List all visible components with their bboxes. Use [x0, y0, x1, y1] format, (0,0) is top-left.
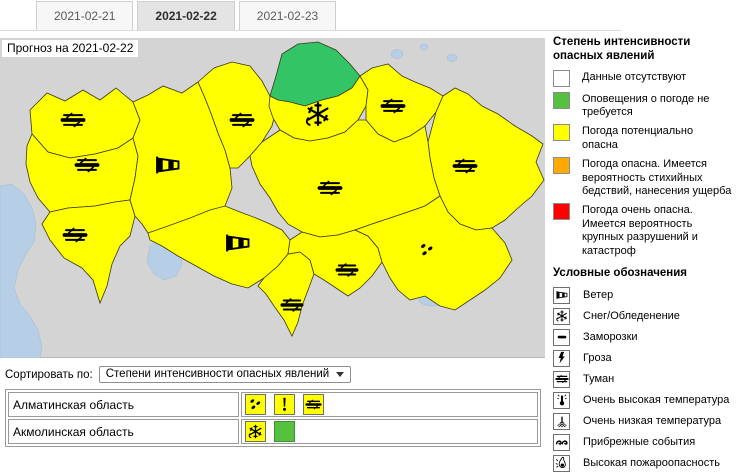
- thunderstorm-icon: [553, 349, 570, 367]
- frost-icon: [553, 328, 570, 346]
- region-name-cell: Алматинская область: [8, 392, 239, 417]
- intensity-label: Оповещения о погоде не требуется: [582, 92, 710, 118]
- table-row-akmola-region[interactable]: Акмолинская область: [8, 419, 538, 444]
- map-marker-fog: [335, 262, 359, 278]
- intensity-item-very-dangerous: Погода очень опасна. Имеется вероятность…: [553, 203, 739, 258]
- symbol-label: Туман: [583, 373, 615, 386]
- region-pavlodar[interactable]: [359, 63, 444, 143]
- symbol-label: Прибрежные события: [583, 436, 696, 449]
- warning-map: Прогноз на 2021-02-22: [0, 38, 545, 358]
- intensity-item-no-data: Данные отсутствуют: [553, 69, 739, 87]
- map-marker-fog: [380, 97, 406, 115]
- small-lake-north-2: [419, 43, 429, 51]
- symbol-item-low-temp: Очень низкая температура: [553, 412, 739, 430]
- region-almaty[interactable]: [353, 195, 513, 311]
- map-marker-fog: [62, 226, 88, 244]
- regions-warning-table: Алматинская область Акмолинская область: [5, 389, 541, 447]
- region-warnings-cell: [241, 419, 538, 444]
- intensity-legend-title: Степень интенсивности опасных явлений: [553, 36, 691, 62]
- sort-select-value: Степени интенсивности опасных явлений: [105, 368, 330, 380]
- sort-row: Сортировать по: Степени интенсивности оп…: [5, 366, 352, 383]
- map-marker-fog: [280, 297, 304, 313]
- tab-date-1[interactable]: 2021-02-21: [36, 1, 134, 30]
- caspian-sea: [0, 183, 43, 358]
- warning-exclamation-icon: [274, 394, 295, 415]
- warning-safe-box: [274, 421, 295, 442]
- legend-sidebar: Степень интенсивности опасных явлений Да…: [553, 36, 739, 476]
- symbols-legend-title: Условные обозначения: [553, 267, 688, 280]
- sort-label: Сортировать по:: [5, 368, 93, 381]
- symbol-item-high-temp: Очень высокая температура: [553, 391, 739, 409]
- swatch-dangerous: [553, 157, 570, 175]
- symbol-label: Ветер: [583, 289, 614, 302]
- symbol-label: Снег/Обледенение: [583, 310, 680, 323]
- tab-date-2-active[interactable]: 2021-02-22: [137, 1, 235, 30]
- chevron-down-icon: [336, 371, 345, 377]
- intensity-label: Данные отсутствуют: [582, 70, 687, 83]
- small-lake-north-1: [390, 49, 404, 59]
- coastal-events-icon: [553, 433, 570, 451]
- tab-date-3[interactable]: 2021-02-23: [238, 1, 337, 30]
- snow-icon: [553, 307, 570, 325]
- symbol-item-coastal: Прибрежные события: [553, 433, 739, 451]
- region-zhambyl[interactable]: [287, 229, 383, 297]
- map-marker-fog: [452, 157, 478, 175]
- map-marker-fog: [317, 179, 343, 197]
- symbol-label: Гроза: [583, 352, 612, 365]
- intensity-item-dangerous: Погода опасна. Имеется вероятность стихи…: [553, 157, 739, 198]
- map-marker-fog: [60, 111, 86, 129]
- region-name-cell: Акмолинская область: [8, 419, 239, 444]
- symbol-label: Высокая пожароопасность: [583, 457, 720, 470]
- map-marker-fog: [74, 156, 100, 174]
- map-marker-fog: [229, 111, 255, 129]
- symbol-label: Очень высокая температура: [583, 394, 730, 407]
- intensity-label: Погода потенциально опасна: [582, 125, 694, 151]
- swatch-potentially-dangerous: [553, 124, 570, 142]
- swatch-very-dangerous: [553, 203, 570, 221]
- intensity-item-potentially-dangerous: Погода потенциально опасна: [553, 124, 739, 152]
- wind-icon: [553, 286, 570, 304]
- swatch-safe: [553, 91, 570, 109]
- intensity-item-safe: Оповещения о погоде не требуется: [553, 91, 739, 120]
- date-tabbar: 2021-02-21 2021-02-22 2021-02-23: [0, 0, 622, 31]
- symbol-item-thunderstorm: Гроза: [553, 349, 739, 367]
- symbol-label: Заморозки: [583, 331, 638, 344]
- symbol-item-snow: Снег/Обледенение: [553, 307, 739, 325]
- region-mangystau[interactable]: [41, 199, 136, 305]
- fire-danger-icon: [553, 454, 570, 472]
- forecast-date-label: Прогноз на 2021-02-22: [2, 40, 139, 57]
- low-temperature-icon: [553, 412, 570, 430]
- warning-fog-icon: [303, 394, 324, 415]
- warning-snow-icon: [245, 421, 266, 442]
- symbol-label: Очень низкая температура: [583, 415, 722, 428]
- high-temperature-icon: [553, 391, 570, 409]
- intensity-label: Погода очень опасна. Имеется вероятность…: [582, 204, 698, 257]
- swatch-no-data: [553, 69, 570, 87]
- symbol-item-fog: Туман: [553, 370, 739, 388]
- small-lake-north-3: [446, 54, 458, 62]
- fog-icon: [553, 370, 570, 388]
- kazakhstan-map-svg: [0, 41, 545, 358]
- region-warnings-cell: [241, 392, 538, 417]
- warning-ice-pellets-icon: [245, 394, 266, 415]
- sort-select[interactable]: Степени интенсивности опасных явлений: [98, 366, 352, 383]
- intensity-label: Погода опасна. Имеется вероятность стихи…: [582, 158, 732, 198]
- table-row-almaty-region[interactable]: Алматинская область: [8, 392, 538, 417]
- symbol-item-frost: Заморозки: [553, 328, 739, 346]
- symbol-item-wind: Ветер: [553, 286, 739, 304]
- symbol-item-fire: Высокая пожароопасность: [553, 454, 739, 472]
